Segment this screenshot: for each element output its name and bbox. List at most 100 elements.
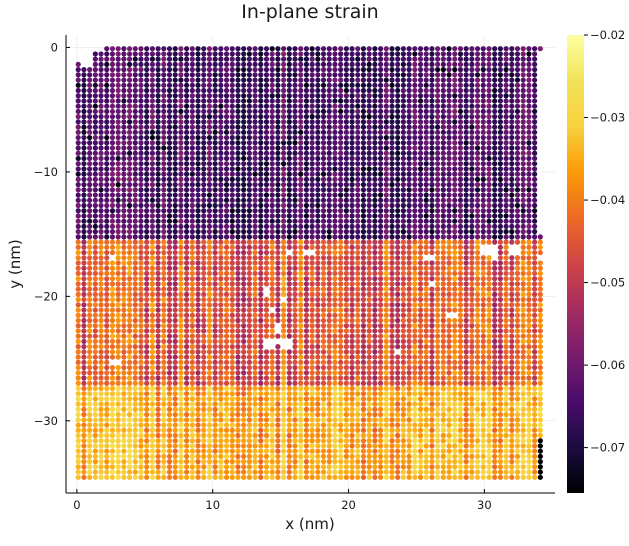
strain-point xyxy=(514,103,521,109)
strain-point xyxy=(417,108,424,115)
strain-point xyxy=(87,260,93,266)
strain-point xyxy=(281,333,287,339)
strain-point xyxy=(435,291,441,297)
strain-point xyxy=(338,270,344,277)
strain-point xyxy=(98,124,104,130)
strain-point xyxy=(452,87,458,94)
strain-point xyxy=(514,286,521,292)
strain-point xyxy=(532,155,538,162)
strain-point xyxy=(281,223,287,230)
strain-point xyxy=(195,359,201,365)
strain-point xyxy=(332,333,338,339)
strain-point xyxy=(189,244,195,250)
strain-point xyxy=(144,344,150,350)
strain-point xyxy=(469,161,475,167)
strain-point xyxy=(269,108,275,115)
strain-point xyxy=(201,249,207,256)
strain-point xyxy=(298,317,304,324)
strain-point xyxy=(383,108,389,115)
strain-point xyxy=(503,124,509,130)
strain-point xyxy=(429,145,435,151)
strain-point xyxy=(252,145,258,151)
strain-point xyxy=(292,364,298,371)
strain-point xyxy=(178,56,184,62)
strain-point xyxy=(532,323,538,329)
strain-point xyxy=(144,93,150,99)
strain-point xyxy=(229,182,235,188)
strain-point xyxy=(423,229,429,235)
strain-point xyxy=(446,56,452,62)
strain-point xyxy=(92,307,98,313)
strain-point xyxy=(263,82,270,88)
strain-point xyxy=(184,171,190,177)
strain-point xyxy=(229,103,235,109)
strain-point xyxy=(406,344,412,350)
strain-point xyxy=(201,208,207,214)
strain-point xyxy=(246,223,252,230)
strain-point xyxy=(184,276,190,282)
strain-point xyxy=(161,364,167,371)
strain-point xyxy=(406,276,412,282)
strain-point xyxy=(532,338,538,345)
strain-point xyxy=(480,349,486,355)
strain-point xyxy=(326,202,332,209)
strain-point xyxy=(121,150,127,156)
strain-point xyxy=(389,239,395,245)
strain-point xyxy=(400,119,407,125)
strain-point xyxy=(166,249,173,256)
strain-point xyxy=(355,312,361,318)
strain-point xyxy=(497,171,503,177)
strain-point xyxy=(400,323,407,329)
strain-point xyxy=(223,296,230,303)
strain-point xyxy=(229,218,235,224)
strain-point xyxy=(326,307,332,313)
strain-point xyxy=(377,276,384,282)
strain-point xyxy=(241,150,247,156)
strain-point xyxy=(520,98,526,104)
strain-point xyxy=(172,166,178,172)
strain-point xyxy=(457,145,464,151)
strain-point xyxy=(87,202,93,209)
strain-point xyxy=(144,286,150,292)
strain-point xyxy=(343,161,349,167)
strain-point xyxy=(423,359,429,365)
strain-point xyxy=(423,328,429,334)
strain-point xyxy=(229,124,235,130)
strain-point xyxy=(474,124,481,130)
strain-point xyxy=(492,124,498,130)
strain-point xyxy=(178,354,184,360)
strain-point xyxy=(514,129,521,135)
strain-point xyxy=(343,98,349,104)
strain-point xyxy=(400,344,407,350)
strain-point xyxy=(383,182,389,188)
strain-point xyxy=(115,82,121,88)
strain-point xyxy=(360,145,367,151)
strain-point xyxy=(252,213,258,219)
strain-point xyxy=(81,234,87,240)
strain-point xyxy=(292,223,298,230)
strain-point xyxy=(75,134,81,141)
strain-point xyxy=(400,202,407,209)
strain-point xyxy=(309,323,315,329)
strain-point xyxy=(509,176,515,182)
strain-point xyxy=(349,265,355,271)
strain-point xyxy=(189,239,195,245)
strain-point xyxy=(452,46,458,52)
strain-point xyxy=(286,286,292,292)
strain-point xyxy=(514,93,521,99)
strain-point xyxy=(155,234,161,240)
strain-point xyxy=(469,192,475,198)
strain-point xyxy=(514,171,521,177)
strain-point xyxy=(406,124,412,130)
strain-point xyxy=(469,182,475,188)
strain-point xyxy=(526,354,532,360)
strain-point xyxy=(395,223,401,230)
strain-point xyxy=(440,87,446,94)
strain-point xyxy=(252,166,258,172)
strain-point xyxy=(315,344,321,350)
strain-point xyxy=(326,98,332,104)
strain-point xyxy=(138,208,144,214)
strain-point xyxy=(417,103,424,109)
strain-point xyxy=(303,87,310,94)
strain-point xyxy=(281,208,287,214)
